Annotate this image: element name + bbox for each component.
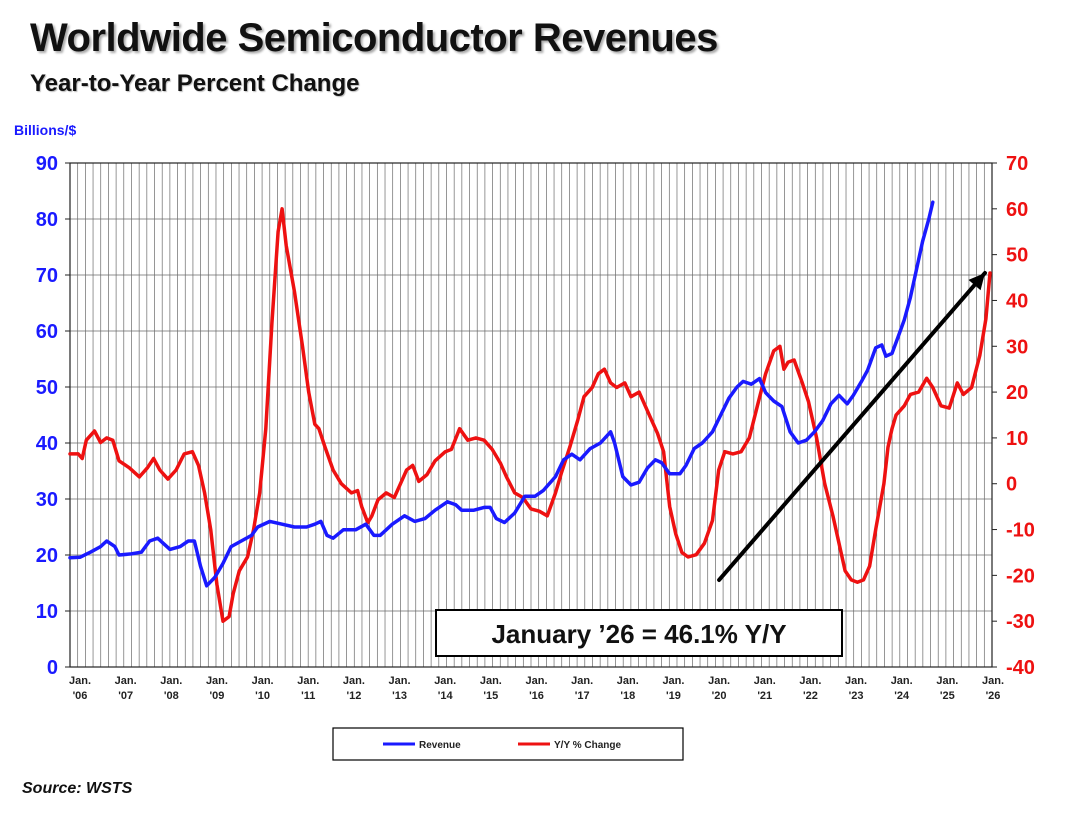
x-tick-label-top: Jan.: [297, 675, 319, 687]
right-tick-label: 0: [1006, 474, 1017, 496]
x-tick-label-top: Jan.: [434, 675, 456, 687]
left-tick-label: 30: [36, 489, 58, 511]
x-tick-label-bottom: '09: [210, 690, 225, 702]
x-tick-label-top: Jan.: [845, 675, 867, 687]
annotation-text: January ’26 = 46.1% Y/Y: [491, 619, 786, 649]
right-tick-label: -30: [1006, 611, 1035, 633]
x-tick-label-bottom: '19: [666, 690, 681, 702]
x-tick-label-top: Jan.: [754, 675, 776, 687]
plot-border: [69, 162, 993, 668]
series-group: [68, 200, 992, 623]
x-tick-label-bottom: '14: [438, 690, 454, 702]
chart-subtitle: Year-to-Year Percent Change: [30, 70, 360, 97]
revenue-series-line: [68, 200, 935, 588]
x-tick-label-top: Jan.: [891, 675, 913, 687]
left-tick-label: 40: [36, 433, 58, 455]
legend-yoy-label: Y/Y % Change: [554, 740, 621, 751]
trend-arrow: [717, 270, 987, 582]
x-tick-label-top: Jan.: [252, 675, 274, 687]
annotation-box: January ’26 = 46.1% Y/Y: [435, 609, 843, 657]
chart-title: Worldwide Semiconductor Revenues: [30, 16, 718, 60]
x-tick-label-bottom: '21: [757, 690, 772, 702]
left-tick-label: 0: [47, 657, 58, 679]
legend-revenue-label: Revenue: [419, 740, 461, 751]
right-tick-label: 70: [1006, 153, 1028, 175]
right-tick-label: 20: [1006, 382, 1028, 404]
legend: Revenue Y/Y % Change: [332, 727, 684, 761]
x-tick-label-bottom: '08: [164, 690, 179, 702]
x-tick-label-bottom: '13: [392, 690, 407, 702]
x-tick-label-top: Jan.: [525, 675, 547, 687]
x-tick-label-top: Jan.: [480, 675, 502, 687]
x-tick-label-bottom: '12: [346, 690, 361, 702]
left-tick-label: 70: [36, 265, 58, 287]
x-tick-label-top: Jan.: [617, 675, 639, 687]
trend-arrow-shaft: [717, 270, 987, 582]
left-axis-ticks: 0 10 20 30 40 50 60 70 80 90: [36, 153, 70, 679]
x-tick-label-top: Jan.: [708, 675, 730, 687]
right-tick-label: -40: [1006, 657, 1035, 679]
right-tick-label: 60: [1006, 199, 1028, 221]
x-tick-label-bottom: '18: [620, 690, 635, 702]
x-tick-label-bottom: '06: [73, 690, 88, 702]
x-tick-label-top: Jan.: [206, 675, 228, 687]
x-tick-label-bottom: '23: [849, 690, 864, 702]
left-tick-label: 60: [36, 321, 58, 343]
x-tick-label-bottom: '11: [301, 690, 315, 702]
x-tick-label-top: Jan.: [982, 675, 1004, 687]
x-tick-label-bottom: '24: [894, 690, 910, 702]
x-tick-label-top: Jan.: [160, 675, 182, 687]
x-tick-label-top: Jan.: [69, 675, 91, 687]
x-tick-label-top: Jan.: [389, 675, 411, 687]
x-tick-label-top: Jan.: [662, 675, 684, 687]
left-tick-label: 20: [36, 545, 58, 567]
x-tick-label-top: Jan.: [343, 675, 365, 687]
trend-arrow-head: [968, 272, 985, 291]
x-tick-label-bottom: '16: [529, 690, 544, 702]
x-tick-label-bottom: '20: [712, 690, 727, 702]
right-tick-label: -20: [1006, 565, 1035, 587]
left-tick-label: 90: [36, 153, 58, 175]
right-tick-label: 10: [1006, 428, 1028, 450]
x-tick-label-bottom: '25: [940, 690, 955, 702]
left-axis-label: Billions/$: [14, 122, 76, 138]
left-tick-label: 50: [36, 377, 58, 399]
x-tick-label-bottom: '07: [118, 690, 133, 702]
right-tick-label: -10: [1006, 520, 1035, 542]
left-tick-label: 10: [36, 601, 58, 623]
x-tick-label-bottom: '22: [803, 690, 818, 702]
x-tick-label-bottom: '26: [986, 690, 1001, 702]
x-tick-label-top: Jan.: [936, 675, 958, 687]
chart-grid: [69, 162, 993, 668]
source-note: Source: WSTS: [22, 780, 133, 797]
right-tick-label: 50: [1006, 245, 1028, 267]
left-tick-label: 80: [36, 209, 58, 231]
x-tick-label-top: Jan.: [799, 675, 821, 687]
right-tick-label: 40: [1006, 290, 1028, 312]
plot-frame: [69, 162, 993, 668]
x-tick-label-bottom: '10: [255, 690, 270, 702]
right-tick-label: 30: [1006, 336, 1028, 358]
x-tick-label-top: Jan.: [571, 675, 593, 687]
x-axis-ticks: Jan. '06 Jan. '07 Jan. '08 Jan. '09 Jan. '10 Jan. '…: [69, 675, 1004, 702]
x-tick-label-bottom: '15: [483, 690, 498, 702]
x-tick-label-top: Jan.: [115, 675, 137, 687]
x-tick-label-bottom: '17: [575, 690, 590, 702]
right-axis-ticks: -40 -30 -20 -10 0 10 20 30 40 50 60 70: [992, 153, 1035, 679]
yoy-series-line: [68, 207, 992, 623]
